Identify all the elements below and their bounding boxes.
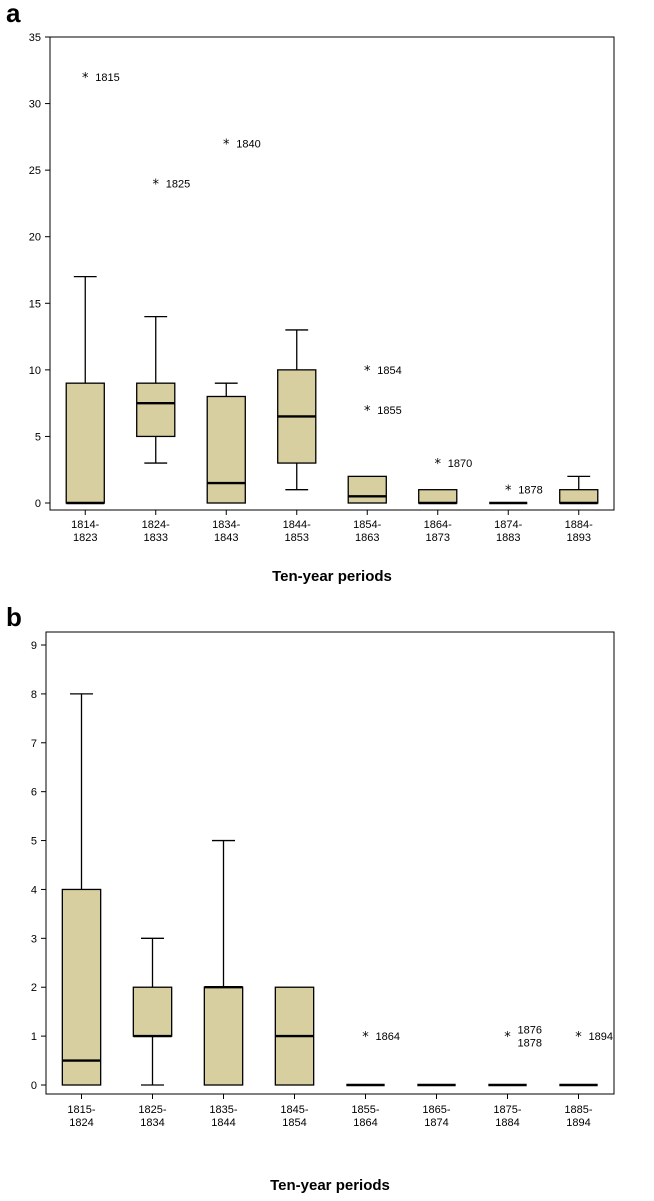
box [132,986,173,1037]
y-tick-label: 4 [31,884,37,896]
outlier-label: 1870 [448,458,472,470]
plot-frame [45,631,615,1095]
box-plot-panel-b: b 0 1 2 3 4 5 6 7 8 9 1815-1824 1825-1834 1835-1844 18… [6,602,615,1194]
outlier-label: 1864 [376,1031,400,1043]
y-tick-label: 7 [31,738,37,750]
y-tick-label: 1 [31,1031,37,1043]
box [347,475,387,504]
category-label: 1885-1894 [564,1104,592,1129]
outlier-point: * [364,404,371,419]
y-tick-label: 15 [29,298,41,310]
y-tick-label: 2 [31,982,37,994]
box [136,382,176,438]
outlier-label: 1878 [518,485,542,497]
category-label: 1884-1893 [565,519,593,544]
outlier-point: * [82,71,89,86]
box-plot-panel-a: a 0 5 10 15 20 25 30 35 1814-1823 1824-1833 1834-18… [6,0,615,585]
category-label: 1865-1874 [422,1104,450,1129]
box [418,489,458,504]
category-label: 1845-1854 [280,1104,308,1129]
x-axis-title: Ten-year periods [272,568,392,585]
y-tick-label: 35 [29,32,41,44]
category-label: 1874-1883 [494,519,522,544]
category-label: 1875-1884 [493,1104,521,1129]
y-tick-label: 20 [29,232,41,244]
box [61,888,102,1086]
outlier-point: * [153,177,160,192]
category-label: 1814-1823 [71,519,99,544]
y-tick-label: 0 [35,498,41,510]
panel-letter: a [6,0,21,28]
box [206,395,246,504]
plot-frame [49,36,615,511]
y-tick-label: 0 [31,1080,37,1092]
outlier-point: * [505,484,512,499]
y-tick-label: 5 [35,431,41,443]
outlier-point: * [504,1030,511,1045]
y-tick-label: 10 [29,365,41,377]
outlier-label: 1825 [166,178,190,190]
outlier-point: * [364,364,371,379]
outlier-label: 1815 [95,72,119,84]
panel-letter: b [6,602,22,632]
category-label: 1835-1844 [209,1104,237,1129]
category-label: 1834-1843 [212,519,240,544]
y-tick-label: 25 [29,165,41,177]
box [559,489,599,504]
category-label: 1854-1863 [353,519,381,544]
category-label: 1844-1853 [283,519,311,544]
box [65,382,105,504]
category-label: 1815-1824 [67,1104,95,1129]
outlier-label: 1854 [377,365,401,377]
y-tick-label: 3 [31,933,37,945]
outlier-point: * [575,1030,582,1045]
outlier-label: 1894 [589,1031,613,1043]
category-label: 1864-1873 [424,519,452,544]
y-tick-label: 9 [31,640,37,652]
x-axis-title: Ten-year periods [270,1177,390,1194]
outlier-label: 1876 1878 [518,1025,542,1050]
category-label: 1824-1833 [142,519,170,544]
outlier-point: * [435,457,442,472]
category-label: 1855-1864 [351,1104,379,1129]
y-tick-label: 6 [31,787,37,799]
outlier-label: 1840 [236,139,260,151]
outlier-point: * [362,1030,369,1045]
y-tick-label: 30 [29,99,41,111]
box [203,986,244,1086]
outlier-point: * [223,138,230,153]
y-tick-label: 8 [31,689,37,701]
category-label: 1825-1834 [138,1104,166,1129]
y-tick-label: 5 [31,836,37,848]
outlier-label: 1855 [377,405,401,417]
